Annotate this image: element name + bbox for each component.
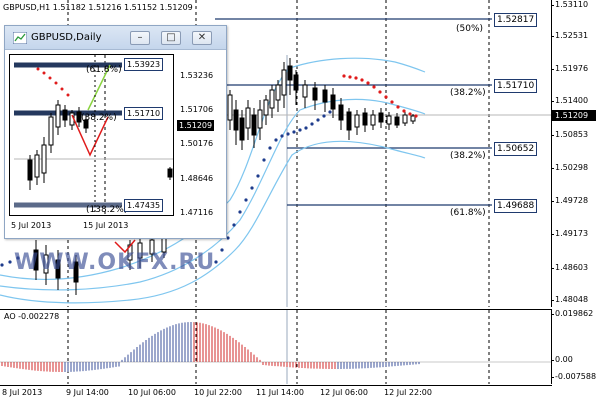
candles [227, 58, 416, 150]
time-tick: 11 Jul 14:00 [256, 388, 304, 397]
psar-red-dots [342, 74, 418, 118]
time-tick: 10 Jul 22:00 [194, 388, 242, 397]
daily-fib-pct-382: (38.2%) [81, 113, 117, 123]
time-axis[interactable]: 8 Jul 2013 9 Jul 14:00 10 Jul 06:00 10 J… [0, 385, 552, 400]
ao-axis[interactable]: 0.019862 0.00 -0.007588 [550, 309, 596, 384]
daily-box-mid[interactable]: 1.51710 [124, 107, 164, 120]
daily-window-title: GBPUSD,Daily [31, 32, 102, 43]
daily-box-top[interactable]: 1.53923 [124, 58, 164, 71]
price-tick: 1.52531 [550, 31, 589, 40]
price-tick: 1.49173 [550, 229, 589, 238]
daily-window-titlebar[interactable]: GBPUSD,Daily – □ ✕ [5, 26, 226, 50]
fib-pct-50: (50%) [456, 24, 484, 34]
daily-time-tick: 5 Jul 2013 [11, 221, 52, 230]
daily-chart-svg [14, 55, 173, 215]
daily-fib-pct-618: (61.8%) [86, 65, 122, 75]
daily-current-price: 1.51209 [177, 120, 215, 131]
daily-price-axis[interactable]: 1.53236 1.51706 1.50176 1.48646 1.47116 … [175, 54, 225, 217]
daily-candles [27, 100, 173, 190]
zigzag-green [87, 64, 111, 111]
close-button[interactable]: ✕ [192, 31, 212, 45]
maximize-button[interactable]: □ [161, 31, 181, 45]
zigzag-fragment [114, 239, 136, 254]
fib-pct-382b: (38.2%) [450, 151, 486, 161]
ao-tick: 0.00 [551, 355, 573, 364]
price-axis[interactable]: 1.53110 1.52531 1.51976 1.51400 1.50853 … [550, 0, 596, 307]
daily-fib-pct-1382: (138.2%) [86, 205, 128, 215]
fib-value-382b[interactable]: 1.50652 [494, 142, 538, 156]
daily-price-tick: 1.53236 [180, 71, 214, 80]
fib-pct-618: (61.8%) [450, 208, 486, 218]
chart-icon [13, 32, 27, 44]
time-tick: 8 Jul 2013 [2, 388, 43, 397]
price-tick: 1.49728 [550, 196, 589, 205]
daily-time-axis[interactable]: 5 Jul 2013 15 Jul 2013 [9, 218, 174, 236]
minimize-button[interactable]: – [130, 31, 150, 45]
price-tick: 1.50853 [550, 130, 589, 139]
time-tick: 10 Jul 06:00 [128, 388, 176, 397]
price-tick: 1.50298 [550, 163, 589, 172]
fib-pct-382: (38.2%) [450, 88, 486, 98]
ao-tick: -0.007588 [550, 372, 596, 381]
bollinger-upper [0, 57, 426, 281]
bollinger-lower [0, 140, 426, 304]
time-tick: 9 Jul 14:00 [66, 388, 109, 397]
chart-title: GBPUSD,H1 1.51182 1.51216 1.51152 1.5120… [3, 3, 193, 12]
candles-left [33, 232, 167, 295]
psar-blue-dots [0, 110, 332, 267]
ao-histogram [0, 310, 551, 384]
price-chart-svg [0, 0, 551, 307]
price-tick: 1.48603 [550, 263, 589, 272]
ao-tick: 0.019862 [550, 309, 594, 318]
price-tick: 1.48048 [550, 295, 589, 304]
daily-price-chart[interactable]: (61.8%) (38.2%) (138.2%) 1.53923 1.51710… [9, 54, 174, 216]
price-tick: 1.51976 [550, 64, 589, 73]
daily-psar-red [36, 67, 70, 97]
price-tick: 1.53110 [550, 0, 589, 9]
fib-value-382[interactable]: 1.51710 [494, 79, 538, 93]
daily-price-tick: 1.51706 [180, 105, 214, 114]
daily-price-tick: 1.47116 [180, 208, 214, 217]
watermark: WWW.OKFX.RU [14, 250, 216, 275]
daily-price-tick: 1.48646 [180, 174, 214, 183]
daily-chart-window[interactable]: GBPUSD,Daily – □ ✕ [4, 25, 227, 239]
daily-box-bottom[interactable]: 1.47435 [124, 199, 164, 212]
ao-title: AO -0.002278 [4, 312, 60, 321]
bollinger-middle [0, 98, 426, 291]
time-tick: 12 Jul 06:00 [320, 388, 368, 397]
fib-value-618[interactable]: 1.49688 [494, 199, 538, 213]
fib-value-50[interactable]: 1.52817 [494, 13, 538, 27]
time-tick: 12 Jul 22:00 [384, 388, 432, 397]
daily-time-tick: 15 Jul 2013 [83, 221, 129, 230]
ao-indicator-panel[interactable] [0, 309, 552, 384]
current-price-label: 1.51209 [552, 110, 596, 121]
price-tick: 1.51400 [550, 96, 589, 105]
daily-price-tick: 1.50176 [180, 139, 214, 148]
price-chart-h1[interactable]: GBPUSD,H1 1.51182 1.51216 1.51152 1.5120… [0, 0, 552, 307]
zigzag-red [71, 114, 109, 157]
